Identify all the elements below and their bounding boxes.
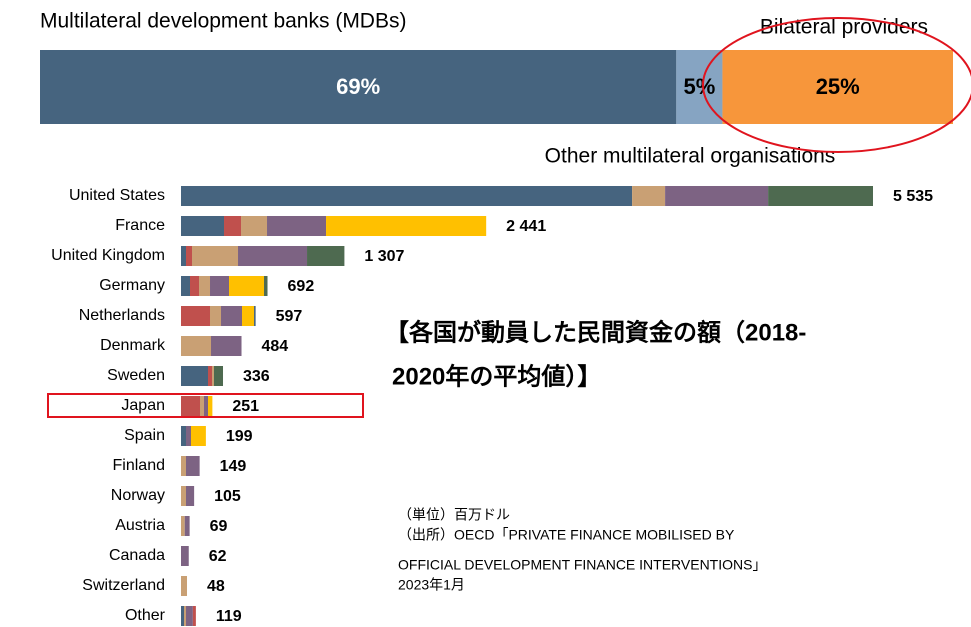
category-label: Germany: [99, 277, 165, 294]
bar-segment: [181, 336, 212, 356]
value-label: 692: [288, 278, 315, 295]
share-label: Other multilateral organisations: [545, 145, 836, 168]
bar-segment: [186, 426, 192, 446]
bar-segment: [181, 276, 191, 296]
bar-segment: [238, 246, 308, 266]
bar-segment: [208, 366, 213, 386]
category-label: Other: [125, 607, 166, 624]
bar-segment: [192, 246, 239, 266]
value-label: 2 441: [506, 218, 546, 235]
bar-segment: [181, 426, 187, 446]
share-segment: [40, 50, 677, 124]
bar-segment: [214, 366, 224, 386]
value-label: 48: [207, 578, 225, 595]
bar-segment: [326, 216, 487, 236]
note: （出所）OECD「PRIVATE FINANCE MOBILISED BY: [398, 527, 735, 543]
value-label: 1 307: [364, 248, 404, 265]
annotation-title: 2020年の平均値）】: [392, 362, 601, 390]
bar-segment: [221, 306, 243, 326]
bar-segment: [191, 426, 206, 446]
note: （単位）百万ドル: [398, 507, 510, 523]
category-label: Austria: [115, 517, 165, 534]
category-label: Japan: [121, 397, 165, 414]
bar-segment: [184, 606, 187, 626]
highlight-ellipse: [702, 17, 971, 153]
category-label: United Kingdom: [51, 247, 165, 264]
category-label: Switzerland: [82, 577, 165, 594]
bar-segment: [254, 306, 256, 326]
bar-segment: [186, 246, 193, 266]
bar-segment: [307, 246, 345, 266]
annotation-title: 【各国が動員した民間資金の額（2018-: [385, 318, 806, 346]
value-label: 105: [214, 488, 241, 505]
category-label: France: [115, 217, 165, 234]
value-label: 336: [243, 368, 270, 385]
bar-segment: [241, 216, 268, 236]
bar-segment: [190, 276, 200, 296]
bar-segment: [181, 606, 185, 626]
bar-segment: [264, 276, 268, 296]
bar-segment: [242, 306, 255, 326]
bar-segment: [181, 396, 201, 416]
category-label: Finland: [113, 457, 165, 474]
share-value: 25%: [816, 74, 860, 99]
highlight-box: [47, 393, 364, 418]
bar-segment: [208, 396, 213, 416]
bar-segment: [211, 336, 242, 356]
bar-segment: [267, 216, 327, 236]
bar-segment: [199, 276, 211, 296]
bar-segment: [181, 216, 225, 236]
bar-segment: [186, 606, 193, 626]
value-label: 62: [209, 548, 227, 565]
bar-segment: [632, 186, 666, 206]
bar-segment: [224, 216, 242, 236]
bar-segment: [210, 276, 230, 296]
bar-segment: [200, 396, 205, 416]
category-label: Netherlands: [79, 307, 165, 324]
value-label: 119: [216, 608, 242, 625]
bar-segment: [181, 246, 187, 266]
bar-segment: [184, 516, 190, 536]
share-segment: [722, 50, 953, 124]
bar-segment: [181, 306, 211, 326]
value-label: 5 535: [893, 188, 933, 205]
category-label: Spain: [124, 427, 165, 444]
bar-segment: [181, 366, 209, 386]
bar-segment: [181, 186, 633, 206]
bar-segment: [181, 576, 188, 596]
bar-segment: [665, 186, 769, 206]
category-label: Sweden: [107, 367, 165, 384]
bar-segment: [181, 486, 187, 506]
value-label: 484: [262, 338, 289, 355]
bar-segment: [181, 516, 185, 536]
category-label: Norway: [111, 487, 165, 504]
bar-segment: [204, 396, 209, 416]
share-label: Multilateral development banks (MDBs): [40, 10, 406, 33]
category-label: United States: [69, 187, 165, 204]
category-label: Canada: [109, 547, 165, 564]
bar-segment: [186, 486, 195, 506]
bar-segment: [192, 606, 196, 626]
bar-segment: [229, 276, 265, 296]
value-label: 199: [226, 428, 253, 445]
value-label: 69: [210, 518, 228, 535]
bar-segment: [186, 456, 200, 476]
value-label: 251: [232, 398, 259, 415]
share-value: 69%: [336, 74, 380, 99]
bar-segment: [768, 186, 873, 206]
value-label: 597: [276, 308, 303, 325]
bar-segment: [181, 456, 187, 476]
note: OFFICIAL DEVELOPMENT FINANCE INTERVENTIO…: [398, 557, 766, 573]
note: 2023年1月: [398, 577, 465, 593]
bar-segment: [181, 546, 189, 566]
category-label: Denmark: [100, 337, 166, 354]
bar-segment: [210, 306, 222, 326]
bar-segment: [212, 366, 215, 386]
share-value: 5%: [683, 74, 715, 99]
value-label: 149: [220, 458, 247, 475]
